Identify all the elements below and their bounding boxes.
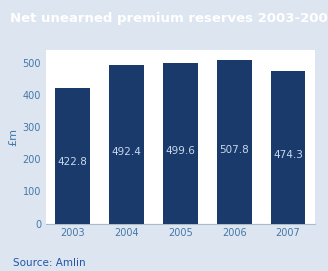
Text: Net unearned premium reserves 2003-2007: Net unearned premium reserves 2003-2007 [10, 12, 328, 25]
Text: 474.3: 474.3 [273, 150, 303, 160]
Text: 422.8: 422.8 [58, 157, 88, 167]
Bar [271, 71, 305, 224]
Bar [109, 65, 144, 224]
Y-axis label: £m: £m [9, 128, 18, 146]
Bar [217, 60, 252, 224]
Bar [55, 88, 90, 224]
Text: 499.6: 499.6 [165, 146, 195, 156]
Text: 507.8: 507.8 [219, 145, 249, 155]
Bar [163, 63, 198, 224]
Text: Source: Amlin: Source: Amlin [13, 258, 86, 268]
Text: 492.4: 492.4 [112, 147, 142, 157]
